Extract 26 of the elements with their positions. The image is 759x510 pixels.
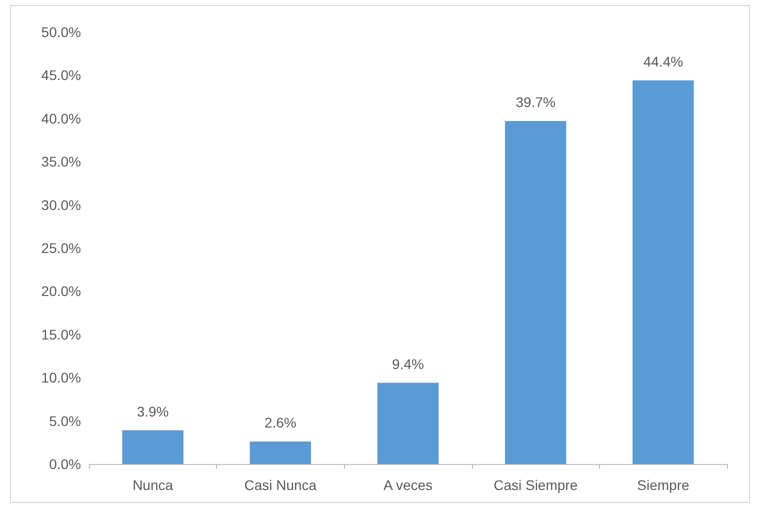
y-tick-label: 10.0% — [41, 370, 81, 386]
bar — [632, 80, 694, 464]
y-tick-label: 5.0% — [49, 412, 81, 429]
bar — [250, 442, 312, 464]
bar — [377, 382, 439, 464]
x-tick-label: Casi Siempre — [494, 477, 578, 493]
y-tick-label: 50.0% — [41, 24, 81, 40]
x-tick-label: Nunca — [132, 477, 174, 493]
y-tick-label: 25.0% — [41, 240, 81, 256]
y-tick-label: 30.0% — [41, 196, 81, 213]
data-label: 44.4% — [643, 53, 684, 70]
y-tick-label: 20.0% — [41, 283, 81, 300]
bar — [122, 430, 184, 464]
bar — [504, 120, 566, 464]
x-tick-label: A veces — [383, 477, 433, 493]
y-tick-label: 45.0% — [41, 67, 81, 84]
y-tick-label: 15.0% — [41, 326, 81, 342]
y-tick-label: 0.0% — [49, 456, 81, 472]
data-label: 3.9% — [136, 403, 169, 420]
y-tick-label: 35.0% — [41, 154, 81, 170]
x-tick-label: Siempre — [637, 477, 690, 493]
y-tick-label: 40.0% — [41, 110, 81, 126]
data-label: 39.7% — [516, 94, 556, 110]
data-label: 9.4% — [392, 356, 424, 372]
x-tick-label: Casi Nunca — [244, 477, 317, 493]
data-label: 2.6% — [264, 414, 296, 431]
